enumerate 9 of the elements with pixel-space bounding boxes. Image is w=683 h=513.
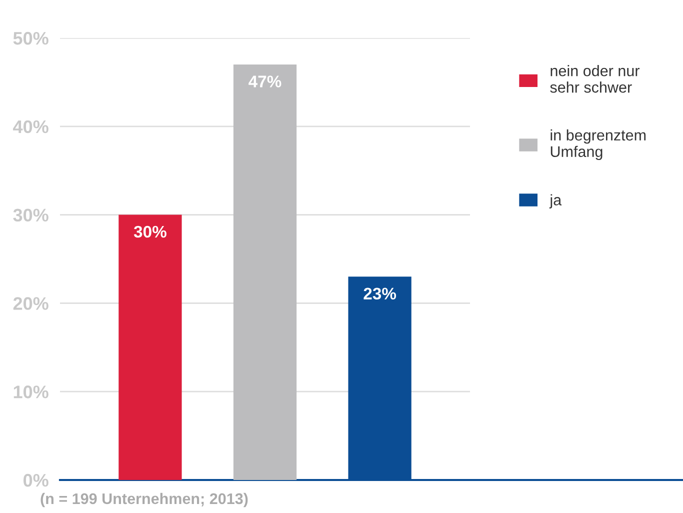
bar: [118, 214, 182, 480]
text: 30%: [134, 226, 166, 238]
text: 47%: [248, 76, 282, 88]
text: 23%: [364, 288, 396, 300]
legend-label: ja: [549, 194, 562, 208]
bar: [233, 64, 297, 480]
legend-label: in begrenztem Umfang: [550, 129, 646, 160]
legend-label: nein oder nur sehr schwer: [550, 65, 640, 93]
text: (n = 199 Unternehmen; 2013): [40, 492, 248, 508]
